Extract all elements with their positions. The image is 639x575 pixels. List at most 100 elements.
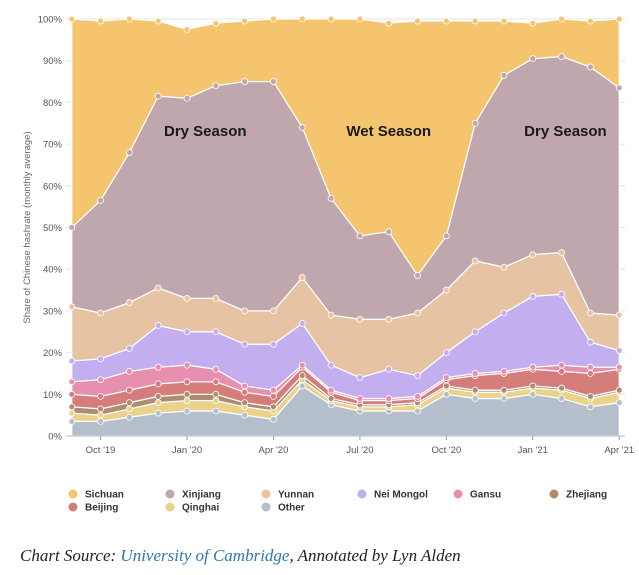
point-gansu <box>154 363 162 371</box>
point-other <box>615 399 623 407</box>
point-sichuan <box>154 17 162 25</box>
point-other <box>241 411 249 419</box>
point-nei-mongol <box>212 328 220 336</box>
point-zhejiang <box>97 405 104 413</box>
point-xinjiang <box>442 232 450 240</box>
x-tick-label: Jul '20 <box>346 445 373 456</box>
legend-item-beijing[interactable]: Beijing <box>68 502 119 514</box>
point-other <box>298 382 306 390</box>
legend-label: Gansu <box>470 490 501 501</box>
point-gansu <box>327 386 335 394</box>
point-xinjiang <box>500 71 508 79</box>
legend-item-zhejiang[interactable]: Zhejiang <box>549 489 608 501</box>
point-gansu <box>500 367 508 375</box>
point-sichuan <box>385 19 393 27</box>
legend-item-other[interactable]: Other <box>261 502 305 514</box>
point-nei-mongol <box>298 320 306 327</box>
y-tick-label: 70% <box>43 140 63 151</box>
point-yunnan <box>442 286 450 294</box>
point-nei-mongol <box>183 328 191 336</box>
legend-item-gansu[interactable]: Gansu <box>453 489 502 501</box>
legend-label: Nei Mongol <box>374 490 428 501</box>
point-qinghai <box>125 405 133 413</box>
point-xinjiang <box>558 53 566 60</box>
x-tick-label: Apr '20 <box>259 445 289 456</box>
point-zhejiang <box>241 399 249 407</box>
point-other <box>414 407 421 415</box>
point-zhejiang <box>442 382 450 390</box>
legend-item-sichuan[interactable]: Sichuan <box>68 489 124 501</box>
point-yunnan <box>500 263 508 271</box>
point-zhejiang <box>183 390 191 398</box>
point-xinjiang <box>212 82 220 90</box>
legend-item-xinjiang[interactable]: Xinjiang <box>165 489 221 501</box>
point-zhejiang <box>125 399 133 407</box>
point-other <box>471 395 479 402</box>
hashrate-area-chart: Dry Season Wet Season Dry Season 0% 10% 20% 3… <box>22 15 634 514</box>
point-gansu <box>558 361 566 369</box>
point-gansu <box>442 374 450 382</box>
point-other <box>500 395 508 402</box>
point-yunnan <box>298 274 306 281</box>
axes: 0% 10% 20% 30% 40% 50% 60% 70% 80% 90% 100% Oct '19… <box>22 15 634 457</box>
point-beijing <box>154 380 162 388</box>
point-sichuan <box>529 19 537 27</box>
legend-item-qinghai[interactable]: Qinghai <box>165 502 220 514</box>
point-xinjiang <box>183 94 191 102</box>
point-gansu <box>212 365 220 373</box>
point-yunnan <box>558 249 566 256</box>
point-sichuan <box>97 17 104 25</box>
point-xinjiang <box>327 194 335 202</box>
university-of-cambridge-link[interactable]: University of Cambridge <box>120 546 290 565</box>
point-yunnan <box>327 311 335 319</box>
point-sichuan <box>327 15 335 23</box>
point-sichuan <box>615 15 623 23</box>
point-gansu <box>356 395 364 402</box>
point-gansu <box>125 367 133 375</box>
point-beijing <box>558 367 566 375</box>
annotation-dry-season: Dry Season <box>524 123 607 140</box>
point-zhejiang <box>529 382 537 390</box>
annotations: Dry Season Wet Season Dry Season <box>164 123 607 140</box>
point-beijing <box>183 378 191 386</box>
point-other <box>270 415 277 423</box>
point-sichuan <box>356 15 364 23</box>
point-xinjiang <box>385 228 393 236</box>
point-yunnan <box>183 294 191 302</box>
point-sichuan <box>298 15 306 23</box>
y-tick-label: 0% <box>48 432 62 443</box>
point-sichuan <box>442 17 450 25</box>
point-xinjiang <box>356 232 364 240</box>
point-beijing <box>270 392 277 400</box>
point-beijing <box>125 386 133 394</box>
point-nei-mongol <box>442 349 450 357</box>
y-tick-label: 30% <box>43 306 63 317</box>
caption-prefix: Chart Source: <box>20 546 121 565</box>
legend-item-yunnan[interactable]: Yunnan <box>261 489 315 501</box>
point-nei-mongol <box>97 355 104 363</box>
point-beijing <box>241 388 249 396</box>
point-sichuan <box>500 17 508 25</box>
point-zhejiang <box>154 392 162 400</box>
y-tick-label: 50% <box>43 223 63 234</box>
point-other <box>125 413 133 421</box>
x-tick-label: Jan '21 <box>518 445 548 456</box>
y-tick-label: 90% <box>43 56 63 67</box>
legend-item-nei-mongol[interactable]: Nei Mongol <box>357 489 429 501</box>
point-other <box>529 390 537 398</box>
point-zhejiang <box>558 384 566 392</box>
point-nei-mongol <box>68 357 76 365</box>
point-xinjiang <box>298 124 306 131</box>
point-zhejiang <box>212 390 220 398</box>
point-sichuan <box>183 26 191 33</box>
legend-swatch <box>453 489 463 499</box>
y-tick-label: 20% <box>43 348 63 359</box>
point-gansu <box>529 363 537 371</box>
point-nei-mongol <box>356 374 364 382</box>
x-tick-label: Oct '20 <box>431 445 461 456</box>
point-yunnan <box>414 309 421 317</box>
point-gansu <box>298 361 306 369</box>
y-tick-label: 10% <box>43 390 63 401</box>
point-gansu <box>615 363 623 371</box>
point-other <box>587 403 594 411</box>
